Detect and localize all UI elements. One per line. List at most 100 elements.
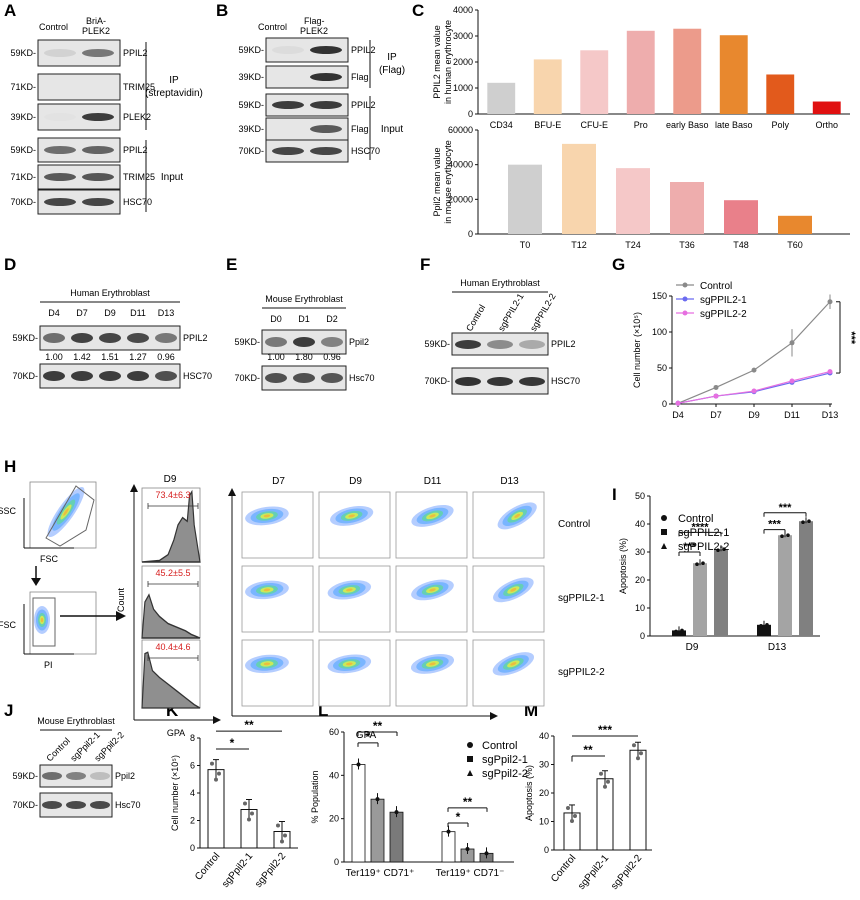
gate-polygon: [45, 485, 95, 547]
band: [44, 173, 76, 181]
y-axis-label: Apoptosis (%): [618, 538, 628, 594]
panel-letter-A: A: [4, 1, 16, 20]
band: [321, 373, 343, 383]
y-axis-label: % Population: [310, 770, 320, 823]
band: [310, 125, 342, 133]
blot-header: Human Erythroblast: [70, 288, 150, 298]
band: [82, 113, 114, 121]
y-tick-label: 30: [635, 547, 645, 557]
protein-label: TRIM25: [123, 82, 155, 92]
y-axis-label: in human erythrocyte: [443, 20, 453, 104]
data-point: [786, 533, 790, 537]
band: [66, 801, 86, 809]
bar: [719, 35, 748, 114]
y-tick-label: 0: [662, 399, 667, 409]
band: [272, 147, 304, 155]
x-tick-label: CFU-E: [581, 120, 609, 130]
significance-label: ***: [768, 519, 782, 531]
data-point: [283, 833, 287, 838]
data-point: [570, 818, 574, 823]
data-point: [573, 813, 577, 818]
data-point: [217, 771, 221, 776]
dot-plot-box: [318, 639, 391, 707]
quant-value: 1.42: [73, 352, 91, 362]
dot-row-label: sgPPIL2-2: [558, 667, 605, 678]
panel-letter-L: L: [318, 701, 328, 720]
kd-marker: 71KD-: [10, 172, 36, 182]
lane-label: Control: [464, 303, 487, 333]
kd-marker: 59KD-: [238, 100, 264, 110]
x-tick-label: Pro: [634, 120, 648, 130]
kd-marker: 39KD-: [238, 124, 264, 134]
legend-label: Control: [700, 281, 732, 292]
axis-label: Count: [116, 588, 126, 613]
lane-label: Flag-: [304, 16, 325, 26]
protein-label: Hsc70: [349, 373, 375, 383]
axis-arrowhead: [490, 712, 498, 720]
band: [127, 371, 149, 381]
density-contour: [510, 588, 517, 592]
data-point: [446, 829, 451, 834]
y-tick-label: 2000: [453, 57, 473, 67]
lane-label: sgPPIL2-2: [528, 292, 558, 333]
dot-plot-box: [241, 491, 314, 559]
y-tick-label: 30: [539, 760, 549, 770]
blot-box: [265, 65, 349, 89]
y-tick-label: 40: [635, 519, 645, 529]
data-point: [675, 400, 681, 406]
significance-label: **: [463, 795, 473, 809]
protein-label: PPIL2: [123, 145, 148, 155]
panel-letter-I: I: [612, 485, 617, 504]
band: [455, 340, 481, 349]
blot-box: [265, 93, 349, 117]
y-tick-label: 0: [190, 843, 195, 853]
dot-row-label: sgPPIL2-1: [558, 593, 605, 604]
legend-marker: [682, 310, 688, 316]
x-tick-label: sgPpil2-2: [253, 851, 289, 890]
bar: [673, 28, 702, 114]
band: [272, 101, 304, 109]
data-point: [465, 847, 470, 851]
data-point: [827, 369, 833, 375]
density-cloud: [410, 653, 455, 674]
data-point: [566, 805, 570, 810]
band: [44, 198, 76, 206]
y-tick-label: 60000: [448, 125, 473, 135]
y-tick-label: 100: [652, 327, 667, 337]
bar: [778, 535, 792, 636]
blot-box: [37, 73, 121, 101]
lane-label: Control: [44, 736, 72, 764]
protein-label: Ppil2: [349, 337, 369, 347]
y-tick-label: 20: [539, 788, 549, 798]
axis-label: GPA: [356, 730, 377, 741]
series-line: [677, 371, 831, 404]
y-tick-label: 0: [544, 845, 549, 855]
panel-letter-B: B: [216, 1, 228, 20]
legend-label: Control: [678, 513, 713, 525]
y-tick-label: 150: [652, 291, 667, 301]
axis-arrowhead: [213, 716, 221, 724]
y-axis-label: Apoptosis (%): [524, 765, 534, 821]
significance-label: **: [244, 718, 254, 732]
bar: [616, 168, 650, 234]
data-point: [214, 777, 218, 782]
band: [82, 146, 114, 154]
bar: [596, 778, 614, 851]
lane-label: D11: [130, 308, 146, 318]
band: [43, 371, 65, 381]
y-axis-label: Ppil2 mean value: [432, 147, 442, 216]
data-point: [247, 817, 251, 822]
blot-box: [265, 139, 349, 163]
lane-label: D1: [298, 314, 310, 324]
lane-label: BriA-: [86, 16, 106, 26]
data-point: [394, 810, 399, 815]
blot-header: Mouse Erythroblast: [37, 716, 115, 726]
y-axis-label: PPIL2 mean value: [432, 25, 442, 99]
kd-marker: 70KD-: [12, 371, 38, 381]
y-tick-label: 50: [657, 363, 667, 373]
legend-label: sgPpil2-2: [482, 768, 528, 780]
data-point: [603, 784, 607, 789]
gate-rect: [32, 597, 56, 647]
data-point: [701, 561, 705, 565]
blot-header: Human Erythroblast: [460, 278, 540, 288]
